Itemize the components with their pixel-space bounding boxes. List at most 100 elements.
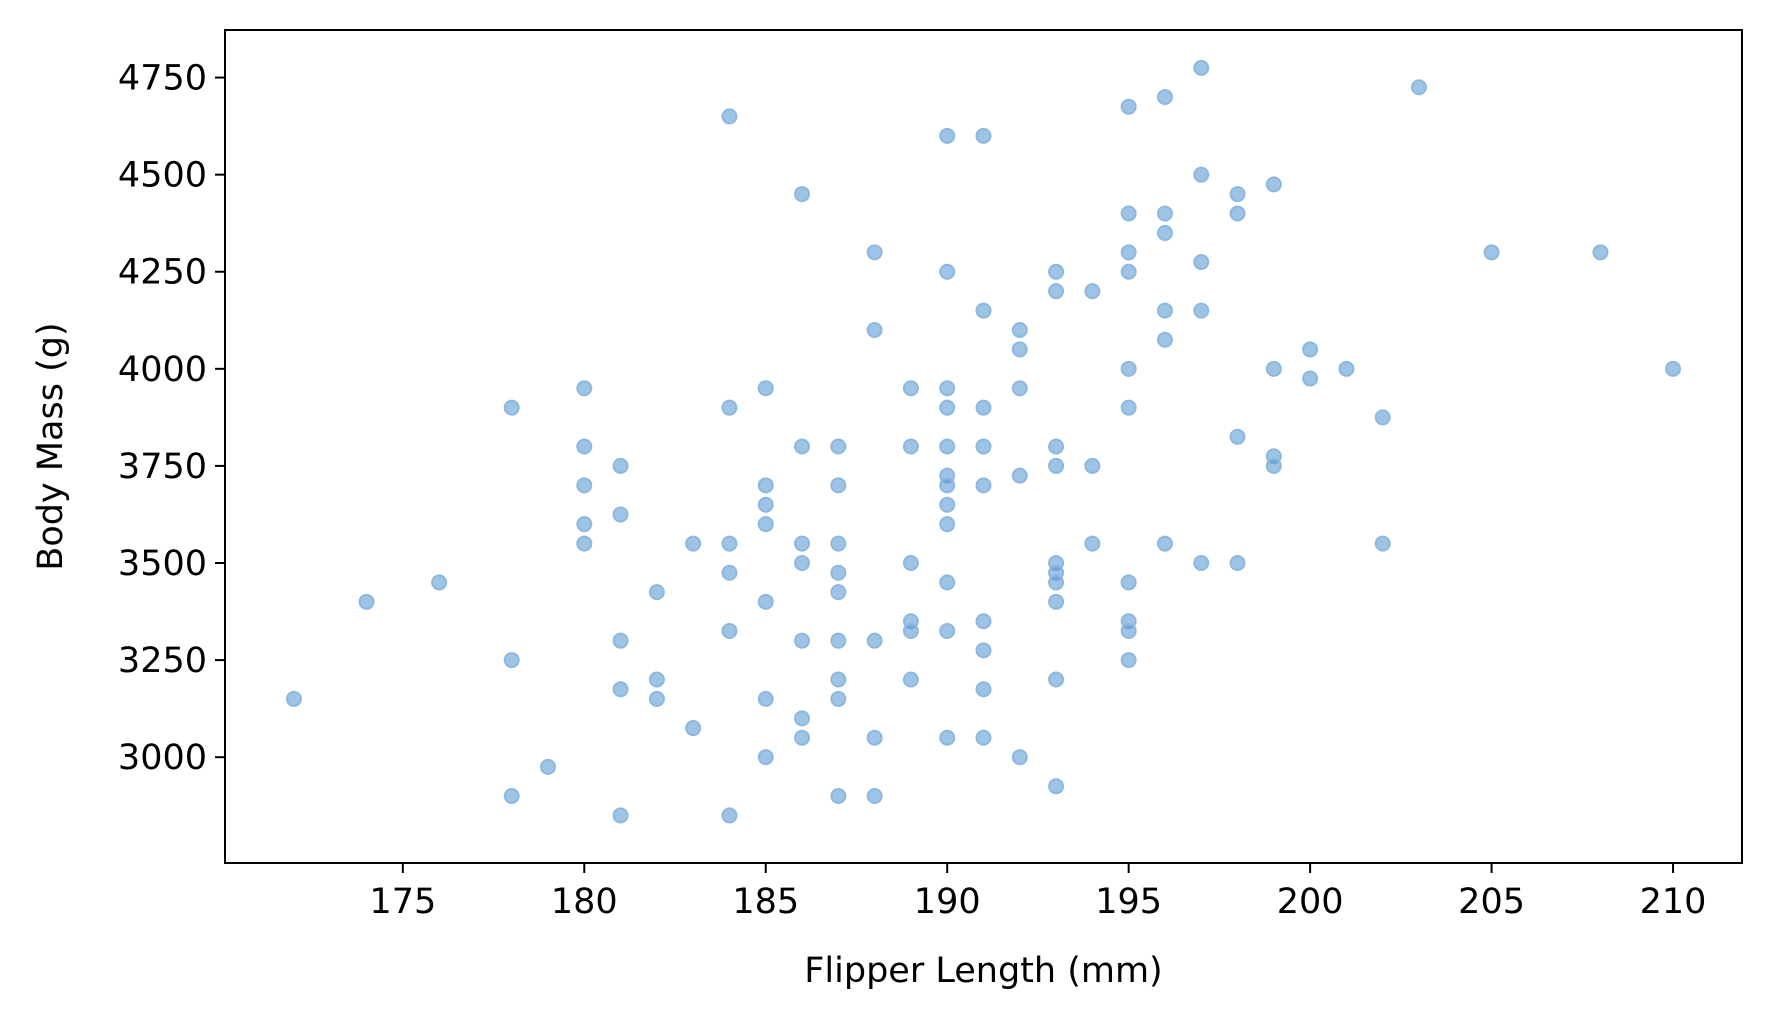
data-point-90 (1048, 438, 1065, 455)
data-point-66 (939, 438, 956, 455)
data-point-109 (1120, 622, 1137, 639)
data-point-60 (902, 622, 919, 639)
data-point-9 (576, 477, 593, 494)
data-point-20 (685, 535, 702, 552)
data-point-85 (1011, 380, 1028, 397)
data-point-35 (794, 186, 811, 203)
data-point-21 (685, 720, 702, 737)
data-point-84 (1011, 341, 1028, 358)
data-point-11 (576, 535, 593, 552)
data-point-95 (1048, 593, 1065, 610)
data-point-49 (830, 690, 847, 707)
data-point-130 (1302, 341, 1319, 358)
data-point-8 (576, 438, 593, 455)
data-point-0 (285, 690, 302, 707)
data-point-89 (1048, 283, 1065, 300)
data-point-70 (939, 516, 956, 533)
data-point-103 (1120, 244, 1137, 261)
data-point-3 (503, 399, 520, 416)
data-point-110 (1120, 652, 1137, 669)
y-tick-label-3250: 3250 (118, 641, 207, 681)
data-point-53 (866, 632, 883, 649)
data-point-127 (1265, 360, 1282, 377)
data-point-7 (576, 380, 593, 397)
data-point-111 (1156, 88, 1173, 105)
data-point-122 (1229, 186, 1246, 203)
data-point-55 (866, 788, 883, 805)
x-tick-label-205: 205 (1458, 882, 1525, 922)
data-point-51 (866, 244, 883, 261)
data-point-38 (794, 555, 811, 571)
data-point-123 (1229, 205, 1246, 222)
data-point-131 (1302, 370, 1319, 387)
data-point-29 (757, 477, 774, 494)
data-point-94 (1048, 574, 1065, 591)
data-point-87 (1011, 749, 1028, 766)
data-point-115 (1156, 331, 1173, 348)
data-point-44 (830, 535, 847, 552)
data-point-2 (431, 574, 448, 591)
data-point-39 (794, 632, 811, 649)
data-point-69 (939, 496, 956, 513)
data-point-33 (757, 690, 774, 707)
data-point-126 (1265, 176, 1282, 193)
data-point-78 (975, 477, 992, 494)
y-axis-label: Body Mass (g) (31, 322, 71, 570)
data-point-104 (1120, 263, 1137, 280)
data-point-81 (975, 681, 992, 698)
data-point-137 (1592, 244, 1609, 261)
x-tick-label-185: 185 (732, 882, 799, 922)
data-point-54 (866, 729, 883, 746)
data-point-18 (648, 671, 665, 688)
data-point-79 (975, 613, 992, 630)
data-point-116 (1156, 535, 1173, 552)
data-point-82 (975, 729, 992, 746)
data-point-121 (1193, 555, 1210, 571)
data-point-117 (1193, 59, 1210, 76)
data-point-16 (612, 807, 629, 824)
data-point-113 (1156, 224, 1173, 241)
data-point-6 (540, 758, 556, 775)
data-point-48 (830, 671, 847, 688)
data-point-28 (757, 380, 774, 397)
data-point-72 (939, 622, 956, 639)
data-point-102 (1120, 205, 1137, 222)
data-point-17 (648, 584, 665, 601)
data-point-71 (939, 574, 956, 591)
data-point-63 (939, 263, 956, 280)
data-point-97 (1048, 778, 1065, 795)
data-point-118 (1193, 166, 1210, 183)
x-tick-label-195: 195 (1095, 882, 1162, 922)
data-point-120 (1193, 302, 1210, 319)
data-point-27 (721, 807, 738, 824)
plot-frame (224, 29, 1743, 864)
data-point-136 (1483, 244, 1500, 261)
data-point-46 (830, 584, 847, 601)
data-point-80 (975, 642, 992, 659)
data-point-14 (612, 632, 629, 649)
x-axis-label: Flipper Length (mm) (804, 951, 1162, 991)
data-point-100 (1084, 535, 1101, 552)
data-point-112 (1156, 205, 1173, 222)
data-point-40 (794, 710, 811, 727)
data-point-68 (939, 477, 956, 494)
data-point-114 (1156, 302, 1173, 319)
data-point-74 (975, 127, 992, 144)
data-point-47 (830, 632, 847, 649)
data-point-32 (757, 593, 774, 610)
data-point-57 (902, 438, 919, 455)
data-point-24 (721, 535, 738, 552)
data-point-62 (939, 127, 956, 144)
data-point-15 (612, 681, 629, 698)
data-point-50 (830, 788, 847, 805)
data-point-56 (902, 380, 919, 397)
data-point-1 (358, 593, 375, 610)
data-point-12 (612, 457, 629, 474)
data-point-88 (1048, 263, 1065, 280)
data-point-34 (757, 749, 774, 766)
data-point-43 (830, 477, 847, 494)
data-point-86 (1011, 467, 1028, 484)
data-point-129 (1265, 457, 1282, 474)
